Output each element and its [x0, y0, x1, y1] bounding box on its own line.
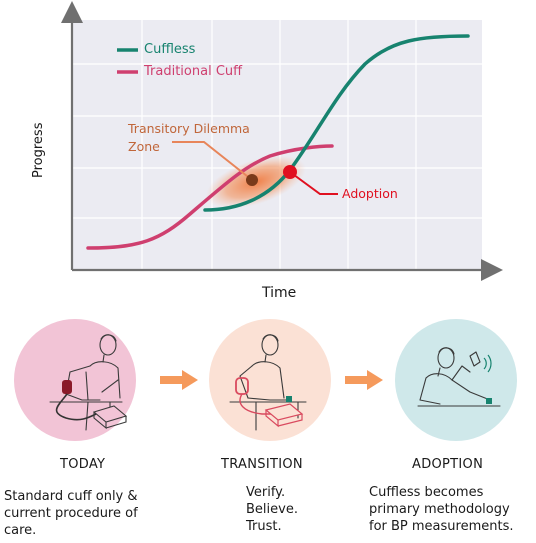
- cuffless-curve: [203, 34, 470, 212]
- arrow-transition-to-adoption: [345, 370, 383, 390]
- stage-desc-today: Standard cuff only & current procedure o…: [4, 489, 138, 538]
- stage-title-adoption: ADOPTION: [412, 457, 484, 472]
- plot-area: [72, 20, 482, 270]
- zone-leader-line: [172, 141, 253, 181]
- transition-cuff-tube: [239, 393, 272, 415]
- arrow-today-to-transition: [160, 370, 198, 390]
- stage-title-today: TODAY: [60, 457, 106, 472]
- legend-label-cuffless: Cuffless: [144, 42, 196, 57]
- cuff-tube: [55, 393, 97, 421]
- stage-desc-adoption: Cuffless becomes primary methodology for…: [369, 485, 514, 534]
- legend-label-traditional: Traditional Cuff: [144, 64, 243, 79]
- adoption-marker: [283, 165, 297, 179]
- adoption-label: Adoption: [342, 186, 398, 201]
- bp-monitor-device: [92, 405, 128, 430]
- adoption-wearable: [486, 398, 492, 404]
- stage-circle-adoption: [395, 319, 517, 441]
- y-axis-label: Progress: [31, 122, 46, 178]
- stage-circle-transition: [209, 319, 331, 441]
- x-axis-label: Time: [262, 285, 297, 301]
- stage-desc-transition: Verify. Believe. Trust.: [246, 485, 298, 534]
- transition-wearable: [286, 396, 292, 402]
- zone-label: Transitory Dilemma Zone: [128, 121, 250, 154]
- grid-lines: [72, 20, 482, 270]
- wireless-signal-icon: [483, 354, 492, 373]
- stage-title-transition: TRANSITION: [221, 457, 303, 472]
- traditional-cuff-curve: [86, 144, 334, 250]
- patient-cuff-and-wearable-icon: [229, 334, 307, 431]
- transition-bp-monitor: [264, 403, 304, 428]
- adoption-leader-line: [289, 171, 338, 195]
- patient-wearable-phone-icon: [417, 347, 501, 407]
- cuff-band: [62, 380, 72, 394]
- zone-marker: [246, 174, 258, 186]
